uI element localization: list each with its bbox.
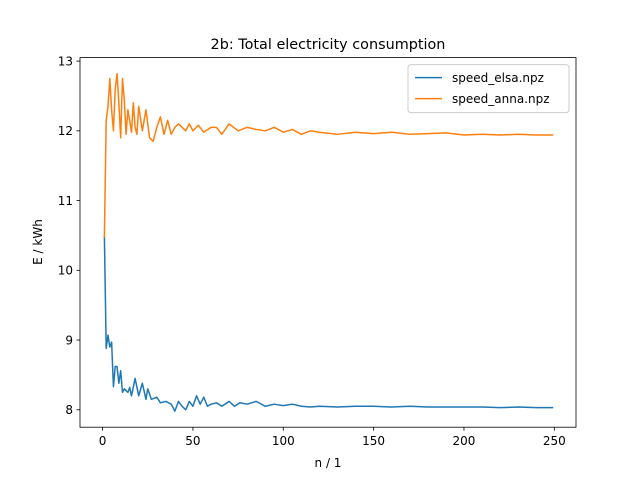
x-tick-label: 100 [272,434,295,448]
y-tick-label: 9 [65,333,73,347]
y-axis: 8 9 10 11 12 13 [58,54,80,417]
y-tick-label: 8 [65,403,73,417]
x-tick-label: 150 [362,434,385,448]
legend: speed_elsa.npz speed_anna.npz [407,64,570,114]
x-tick-label: 250 [543,434,566,448]
y-axis-label: E / kWh [31,219,45,265]
y-tick-label: 11 [58,194,73,208]
legend-label-1: speed_anna.npz [452,92,550,106]
chart-title: 2b: Total electricity consumption [211,37,446,53]
series-line-0 [103,236,554,412]
legend-label-0: speed_elsa.npz [452,71,544,85]
y-tick-label: 10 [58,264,73,278]
x-axis-label: n / 1 [315,456,342,470]
x-axis: 0 50 100 150 200 250 [99,427,566,448]
x-tick-label: 50 [185,434,200,448]
plot-series [103,72,554,412]
legend-box [407,64,570,114]
y-tick-label: 12 [58,124,73,138]
series-line-1 [103,72,554,238]
x-tick-label: 200 [453,434,476,448]
x-tick-label: 0 [99,434,107,448]
y-tick-label: 13 [58,54,73,68]
plot-frame [79,57,577,428]
